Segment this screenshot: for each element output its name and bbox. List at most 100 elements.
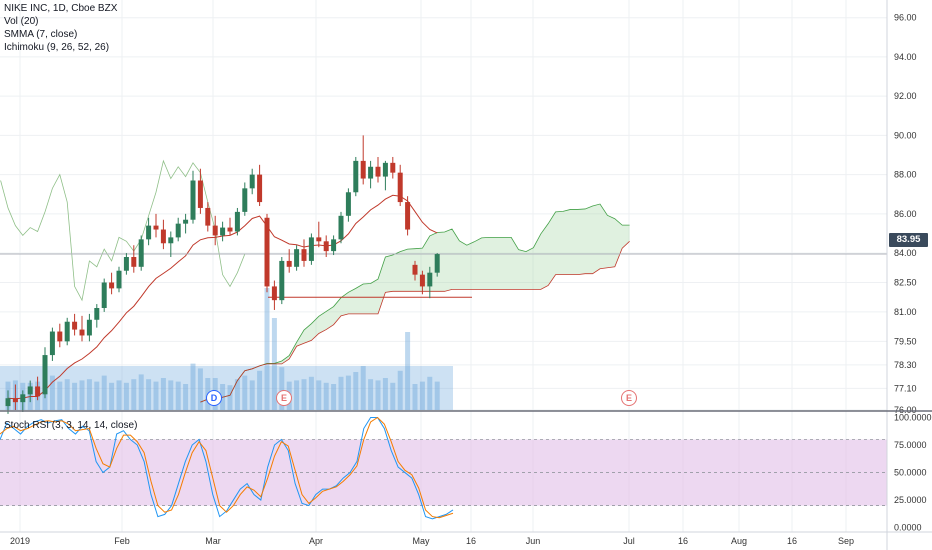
candle-body	[20, 394, 26, 403]
volume-bar	[131, 379, 137, 410]
volume-bar	[279, 367, 285, 410]
candle-body	[227, 227, 233, 232]
candle-body	[264, 217, 270, 287]
candle-body	[101, 282, 107, 308]
stoch-y-tick-label: 0.0000	[894, 523, 922, 533]
candle-body	[375, 166, 381, 177]
candle-body	[5, 398, 11, 407]
candle-body	[109, 282, 115, 289]
y-tick-label: 84.00	[894, 248, 917, 258]
candle-body	[316, 237, 322, 242]
volume-bar	[116, 380, 122, 410]
volume-bar	[183, 384, 189, 410]
chikou-span	[0, 159, 246, 302]
candle-body	[294, 249, 300, 267]
volume-bar	[390, 382, 396, 410]
last-price-label: 83.95	[889, 233, 928, 247]
candle-body	[353, 160, 359, 193]
senkou-span-a	[200, 203, 630, 403]
candle-body	[175, 223, 181, 238]
volume-bar	[168, 380, 174, 410]
candle-body	[382, 162, 388, 177]
candle-body	[419, 274, 425, 287]
y-tick-label: 82.50	[894, 278, 917, 288]
volume-bar	[264, 288, 270, 410]
volume-bar	[64, 379, 70, 410]
candle-body	[153, 225, 159, 230]
x-tick-label: Aug	[731, 536, 747, 546]
candle-body	[168, 237, 174, 244]
legend-volume[interactable]: Vol (20)	[4, 16, 39, 27]
stoch-y-tick-label: 25.0000	[894, 495, 927, 505]
volume-bar	[197, 368, 203, 410]
legend-stoch-rsi[interactable]: Stoch RSI (3, 3, 14, 14, close)	[4, 420, 138, 431]
volume-bar	[249, 380, 255, 410]
candle-body	[205, 207, 211, 226]
candle-body	[27, 386, 33, 395]
legend-smma[interactable]: SMMA (7, close)	[4, 29, 78, 40]
candle-body	[197, 180, 203, 208]
volume-bar	[316, 380, 322, 410]
candle-body	[271, 286, 277, 301]
senkou-span-b	[200, 241, 630, 403]
volume-bar	[57, 381, 63, 410]
volume-bar	[308, 376, 314, 410]
x-tick-label: Jul	[623, 536, 635, 546]
x-tick-label: Feb	[114, 536, 130, 546]
candle-body	[57, 331, 63, 342]
y-tick-label: 92.00	[894, 91, 917, 101]
candle-body	[257, 174, 263, 203]
volume-bar	[138, 374, 144, 410]
legend-symbol[interactable]: NIKE INC, 1D, Cboe BZX	[4, 3, 118, 14]
candle-body	[308, 237, 314, 261]
candle-body	[138, 239, 144, 267]
volume-bar	[72, 382, 78, 410]
volume-bar	[412, 384, 418, 410]
y-tick-label: 88.00	[894, 170, 917, 180]
y-tick-label: 96.00	[894, 13, 917, 23]
earnings-marker-2[interactable]: E	[621, 390, 637, 406]
candle-body	[286, 260, 292, 267]
volume-bar	[123, 382, 129, 410]
candle-body	[345, 192, 351, 216]
candle-body	[183, 219, 189, 224]
volume-bar	[419, 381, 425, 410]
candle-body	[220, 227, 226, 236]
volume-bar	[368, 379, 374, 410]
x-tick-label: 16	[787, 536, 797, 546]
candle-body	[64, 321, 70, 342]
candle-body	[35, 386, 41, 397]
y-tick-label: 90.00	[894, 130, 917, 140]
candle-body	[131, 257, 137, 267]
candle-body	[72, 321, 78, 330]
volume-bar	[190, 363, 196, 410]
earnings-marker-1[interactable]: E	[276, 390, 292, 406]
volume-bar	[146, 379, 152, 410]
x-tick-label: 16	[466, 536, 476, 546]
volume-bar	[153, 381, 159, 410]
volume-bar	[397, 370, 403, 410]
candle-body	[212, 225, 218, 236]
volume-bar	[294, 380, 300, 410]
candle-body	[242, 188, 248, 212]
volume-bar	[338, 376, 344, 410]
stoch-rsi-pane	[0, 416, 887, 520]
volume-ma-area	[0, 366, 453, 410]
candle-body	[279, 260, 285, 301]
volume-bar	[257, 370, 263, 410]
candle-body	[160, 229, 166, 244]
candle-body	[249, 174, 255, 189]
dividend-marker[interactable]: D	[206, 390, 222, 406]
volume-bar	[234, 379, 240, 410]
y-tick-label: 94.00	[894, 52, 917, 62]
volume-bar	[109, 382, 115, 410]
chart-legend: NIKE INC, 1D, Cboe BZX Vol (20) SMMA (7,…	[4, 2, 117, 54]
volume-bars	[0, 288, 453, 410]
stoch-d-line	[0, 416, 454, 519]
y-tick-label: 86.00	[894, 209, 917, 219]
volume-bar	[49, 375, 55, 410]
volume-bar	[175, 381, 181, 410]
legend-ichimoku[interactable]: Ichimoku (9, 26, 52, 26)	[4, 42, 110, 53]
